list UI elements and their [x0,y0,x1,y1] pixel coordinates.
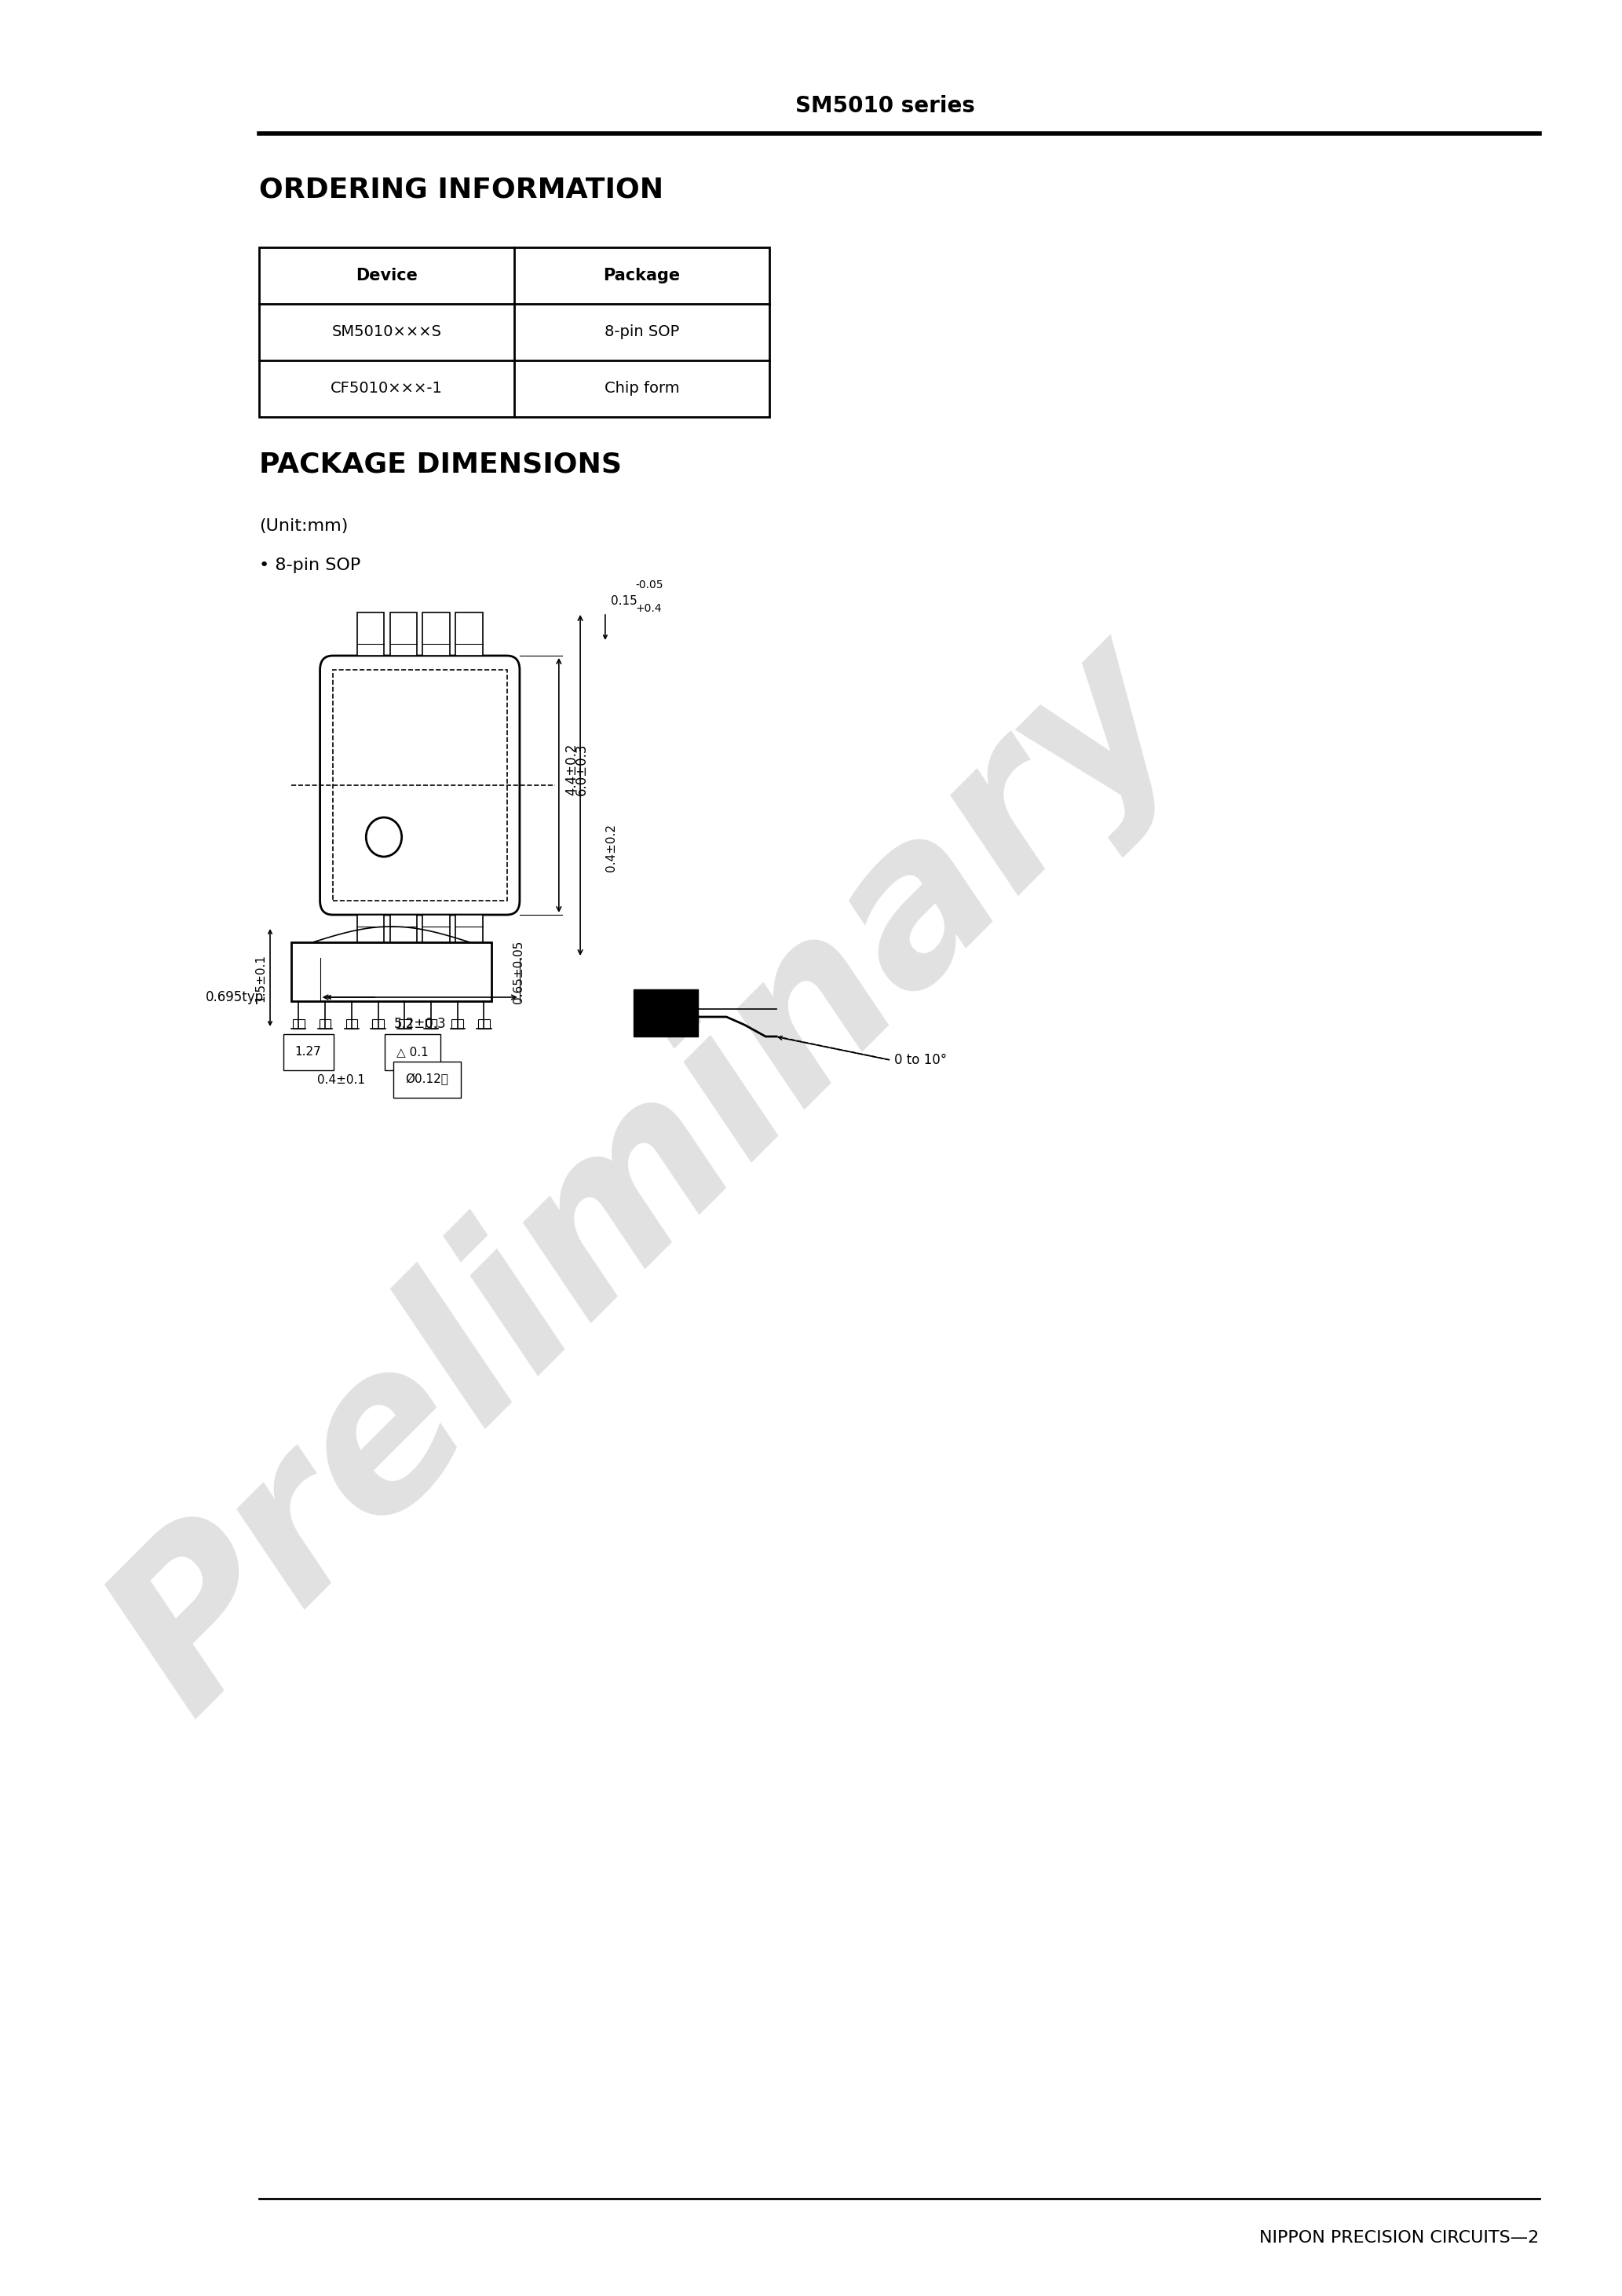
Text: PACKAGE DIMENSIONS: PACKAGE DIMENSIONS [260,452,623,478]
Text: 5.2±0.3: 5.2±0.3 [394,1017,446,1031]
Text: 0 to 10°: 0 to 10° [894,1054,947,1068]
Text: SM5010×××S: SM5010×××S [333,324,441,340]
Text: (Unit:mm): (Unit:mm) [260,519,349,535]
Text: 4.4±0.2: 4.4±0.2 [564,744,579,797]
Text: NIPPON PRECISION CIRCUITS—2: NIPPON PRECISION CIRCUITS—2 [1260,2229,1539,2245]
Bar [423,914,449,957]
Text: -0.05: -0.05 [636,579,663,590]
Bar [399,1019,410,1029]
Text: +0.4: +0.4 [636,604,662,613]
Text: • 8-pin SOP: • 8-pin SOP [260,558,360,574]
Bar [456,914,483,957]
Text: 0.4±0.2: 0.4±0.2 [605,824,616,872]
Bar [453,1019,464,1029]
Text: Package: Package [603,269,680,282]
Text: ORDERING INFORMATION: ORDERING INFORMATION [260,177,663,204]
Polygon shape [634,990,697,1035]
FancyBboxPatch shape [320,657,519,914]
Text: 0.15: 0.15 [611,595,637,606]
Bar [260,248,769,418]
Text: Chip form: Chip form [605,381,680,397]
Text: 6.0±0.3: 6.0±0.3 [574,744,589,797]
Bar [373,1019,384,1029]
Text: 1.27: 1.27 [295,1047,321,1058]
Bar [357,914,384,957]
Text: △ 0.1: △ 0.1 [397,1047,428,1058]
Bar [423,613,449,657]
Text: 8-pin SOP: 8-pin SOP [605,324,680,340]
Text: Device: Device [355,269,418,282]
Text: Ø0.12Ⓜ: Ø0.12Ⓜ [406,1075,449,1086]
Bar [425,1019,436,1029]
Text: SM5010 series: SM5010 series [795,94,975,117]
Text: 0.695typ: 0.695typ [206,990,264,1003]
Bar [478,1019,490,1029]
Text: CF5010×××-1: CF5010×××-1 [331,381,443,397]
Bar [294,1019,305,1029]
Bar [389,914,417,957]
Bar [333,670,506,900]
Bar [320,1019,331,1029]
Bar [292,941,491,1001]
Text: 0.65±0.05: 0.65±0.05 [513,939,524,1003]
Bar [345,1019,357,1029]
Bar [389,613,417,657]
Bar [456,613,483,657]
Text: Preliminary: Preliminary [73,604,1223,1752]
Bar [357,613,384,657]
Text: 1.5±0.1: 1.5±0.1 [255,953,266,1001]
Text: 0.4±0.1: 0.4±0.1 [318,1075,365,1086]
